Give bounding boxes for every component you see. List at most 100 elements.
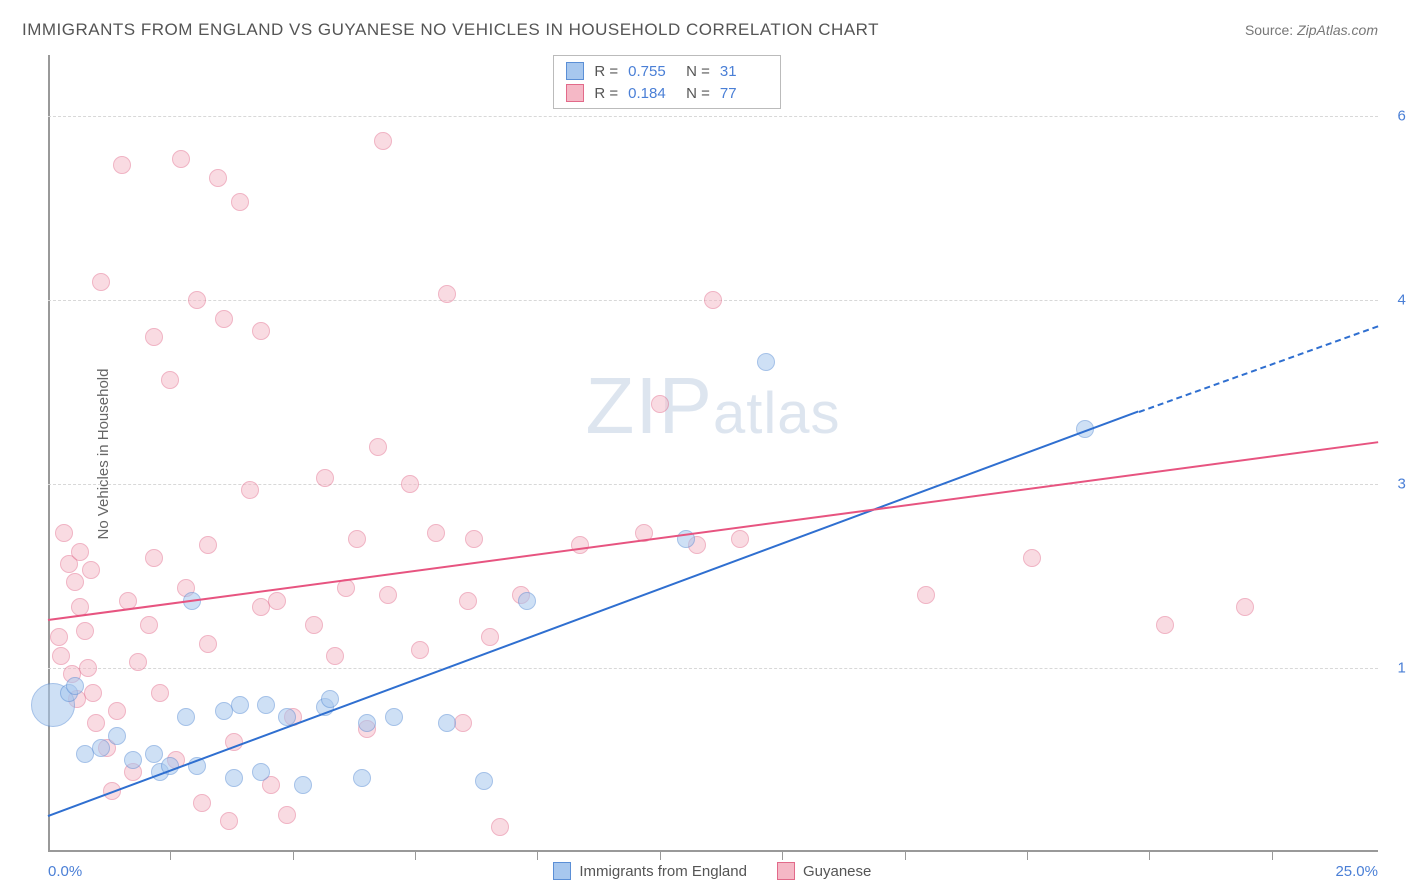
xtick	[905, 852, 906, 860]
data-point	[199, 635, 217, 653]
trend-line	[48, 411, 1139, 818]
data-point	[731, 530, 749, 548]
data-point	[358, 714, 376, 732]
source-label: Source:	[1245, 22, 1293, 38]
data-point	[66, 677, 84, 695]
stats-row-england: R = 0.755 N = 31	[566, 60, 768, 82]
data-point	[374, 132, 392, 150]
chart-title: IMMIGRANTS FROM ENGLAND VS GUYANESE NO V…	[22, 20, 879, 40]
data-point	[326, 647, 344, 665]
legend-item-england: Immigrants from England	[553, 862, 747, 880]
source-value: ZipAtlas.com	[1297, 22, 1378, 38]
xtick	[782, 852, 783, 860]
data-point	[215, 310, 233, 328]
data-point	[1236, 598, 1254, 616]
stats-row-guyanese: R = 0.184 N = 77	[566, 82, 768, 104]
trend-line	[1138, 325, 1378, 413]
data-point	[145, 745, 163, 763]
legend-label: Immigrants from England	[579, 863, 747, 880]
data-point	[475, 772, 493, 790]
xtick	[170, 852, 171, 860]
data-point	[294, 776, 312, 794]
xtick-label: 25.0%	[1335, 863, 1378, 880]
plot-surface: 15.0%30.0%45.0%60.0%0.0%25.0%	[48, 55, 1378, 852]
data-point	[651, 395, 669, 413]
data-point	[209, 169, 227, 187]
data-point	[161, 371, 179, 389]
data-point	[188, 291, 206, 309]
data-point	[231, 696, 249, 714]
data-point	[379, 586, 397, 604]
ytick-label: 45.0%	[1397, 292, 1406, 309]
data-point	[113, 156, 131, 174]
legend-label: Guyanese	[803, 863, 871, 880]
r-value: 0.184	[628, 85, 676, 102]
y-axis	[48, 55, 50, 852]
data-point	[92, 273, 110, 291]
data-point	[1156, 616, 1174, 634]
legend-swatch-england	[553, 862, 571, 880]
name-value visible: 77	[720, 85, 768, 102]
gridline	[48, 668, 1378, 669]
data-point	[92, 739, 110, 757]
xtick	[660, 852, 661, 860]
ytick-label: 15.0%	[1397, 660, 1406, 677]
data-point	[225, 769, 243, 787]
xtick	[293, 852, 294, 860]
xtick	[415, 852, 416, 860]
data-point	[757, 353, 775, 371]
xtick	[537, 852, 538, 860]
data-point	[257, 696, 275, 714]
data-point	[151, 684, 169, 702]
data-point	[1023, 549, 1041, 567]
data-point	[145, 549, 163, 567]
data-point	[129, 653, 147, 671]
data-point	[87, 714, 105, 732]
xtick	[1027, 852, 1028, 860]
r-label: R =	[594, 63, 618, 80]
data-point	[278, 806, 296, 824]
data-point	[66, 573, 84, 591]
data-point	[108, 702, 126, 720]
chart-area: No Vehicles in Household ZIPatlas 15.0%3…	[48, 55, 1378, 852]
data-point	[917, 586, 935, 604]
stats-legend-box: R = 0.755 N = 31 R = 0.184 N = 77	[553, 55, 781, 109]
data-point	[50, 628, 68, 646]
r-label: R =	[594, 85, 618, 102]
data-point	[704, 291, 722, 309]
data-point	[177, 708, 195, 726]
data-point	[241, 481, 259, 499]
data-point	[71, 543, 89, 561]
legend-item-guyanese: Guyanese	[777, 862, 871, 880]
data-point	[321, 690, 339, 708]
data-point	[369, 438, 387, 456]
data-point	[518, 592, 536, 610]
data-point	[316, 469, 334, 487]
data-point	[124, 751, 142, 769]
data-point	[411, 641, 429, 659]
data-point	[481, 628, 499, 646]
data-point	[84, 684, 102, 702]
bottom-legend: Immigrants from England Guyanese	[553, 862, 871, 880]
data-point	[108, 727, 126, 745]
data-point	[79, 659, 97, 677]
data-point	[82, 561, 100, 579]
data-point	[231, 193, 249, 211]
data-point	[220, 812, 238, 830]
ytick-label: 60.0%	[1397, 108, 1406, 125]
data-point	[465, 530, 483, 548]
data-point	[353, 769, 371, 787]
n-value: 31	[720, 63, 768, 80]
data-point	[454, 714, 472, 732]
data-point	[193, 794, 211, 812]
xtick	[1149, 852, 1150, 860]
data-point	[145, 328, 163, 346]
data-point	[252, 763, 270, 781]
source-attribution: Source: ZipAtlas.com	[1245, 22, 1378, 38]
data-point	[199, 536, 217, 554]
data-point	[427, 524, 445, 542]
swatch-england	[566, 62, 584, 80]
ytick-label: 30.0%	[1397, 476, 1406, 493]
gridline	[48, 116, 1378, 117]
n-label: N =	[686, 85, 710, 102]
